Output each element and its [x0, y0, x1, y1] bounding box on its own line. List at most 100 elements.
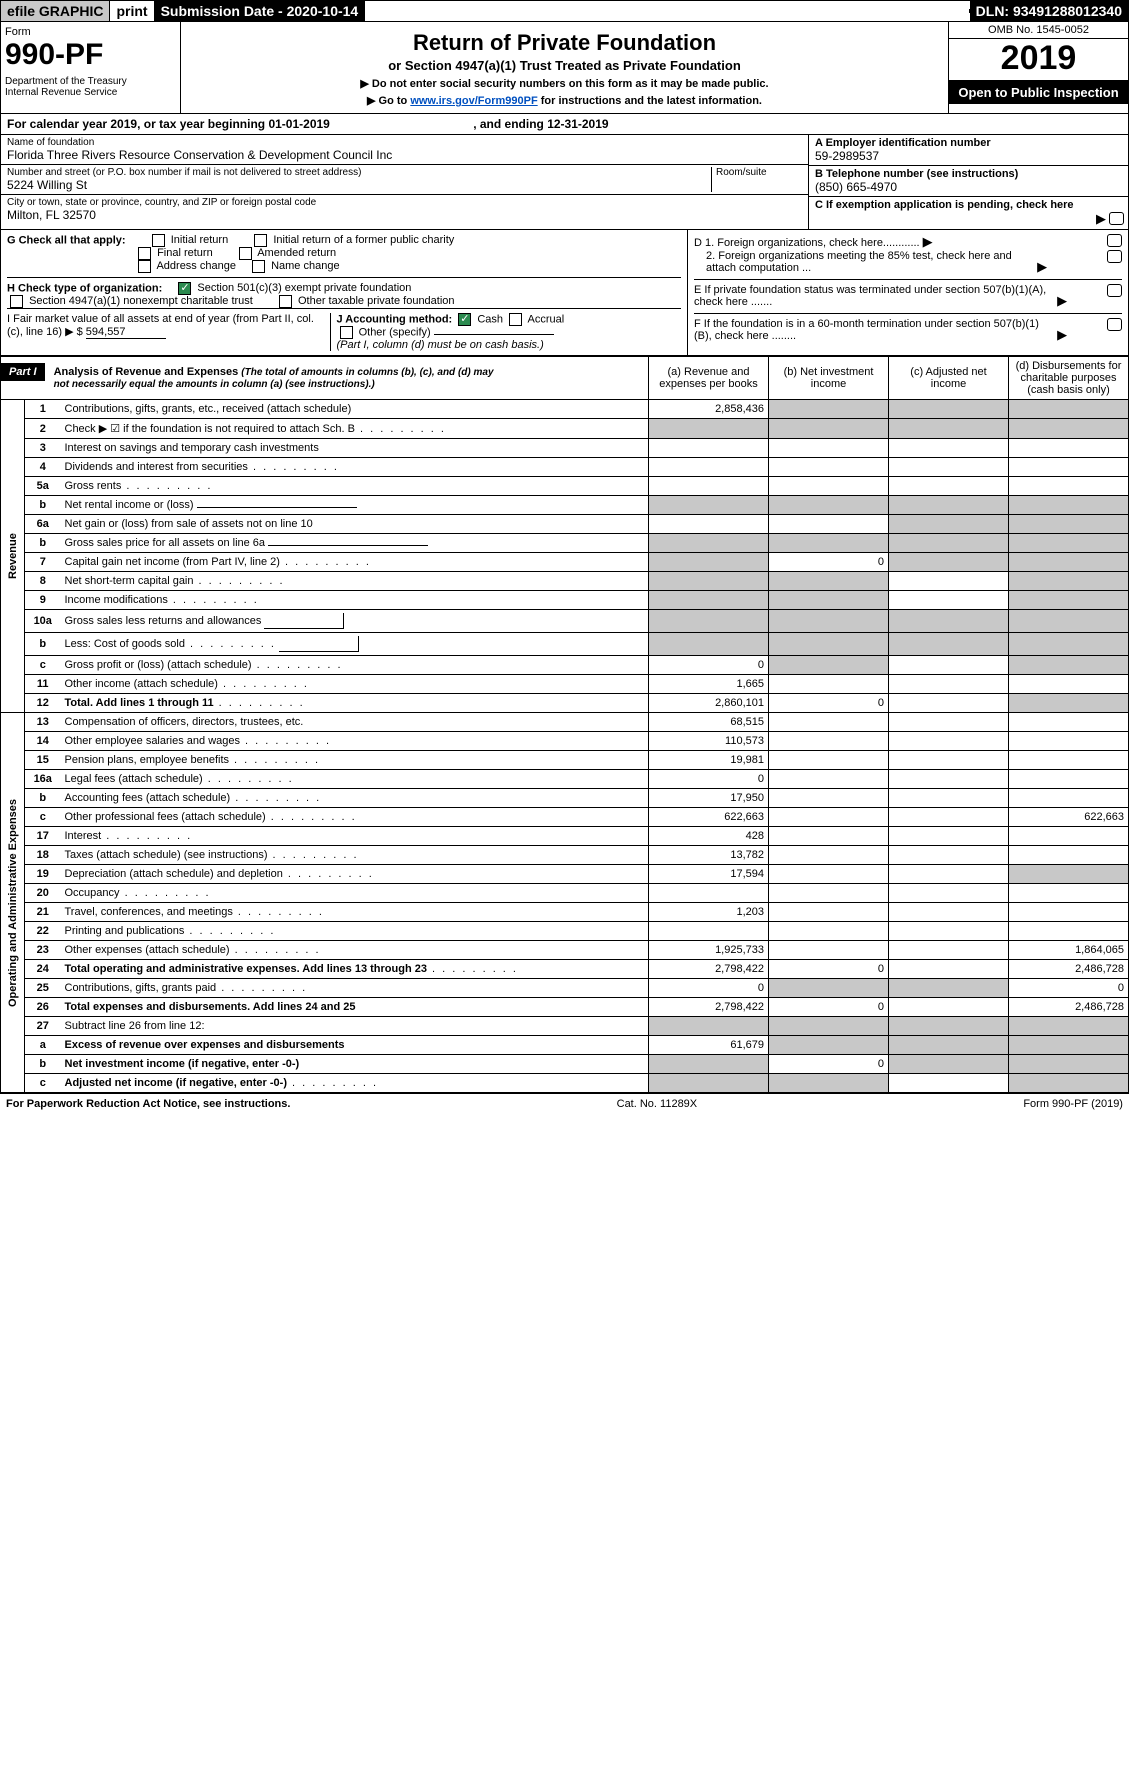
- col-d-cell: [1009, 1017, 1129, 1036]
- ein-cell: A Employer identification number 59-2989…: [809, 135, 1128, 166]
- h-4947-checkbox[interactable]: [10, 295, 23, 308]
- row-number: 14: [25, 732, 61, 751]
- revenue-section-label: Revenue: [1, 400, 25, 713]
- col-c-cell: [889, 572, 1009, 591]
- efile-label: efile GRAPHIC: [1, 1, 110, 21]
- open-to-public: Open to Public Inspection: [949, 81, 1128, 104]
- ein-label: A Employer identification number: [815, 137, 1122, 149]
- col-b-cell: [769, 1036, 889, 1055]
- row-number: 3: [25, 439, 61, 458]
- f-checkbox[interactable]: [1107, 318, 1122, 331]
- col-a-cell: 13,782: [649, 846, 769, 865]
- row-number: 9: [25, 591, 61, 610]
- col-c-cell: [889, 789, 1009, 808]
- col-b-cell: [769, 922, 889, 941]
- g-amended-checkbox[interactable]: [239, 247, 252, 260]
- table-row: 4Dividends and interest from securities: [1, 458, 1129, 477]
- g-address-checkbox[interactable]: [138, 260, 151, 273]
- g-initial-checkbox[interactable]: [152, 234, 165, 247]
- d2-checkbox[interactable]: [1107, 250, 1122, 263]
- row-number: 4: [25, 458, 61, 477]
- col-c-cell: [889, 979, 1009, 998]
- table-row: 8Net short-term capital gain: [1, 572, 1129, 591]
- header-center: Return of Private Foundation or Section …: [181, 22, 948, 113]
- row-number: c: [25, 1074, 61, 1093]
- col-b-cell: 0: [769, 998, 889, 1017]
- col-c-cell: [889, 827, 1009, 846]
- j-accrual-checkbox[interactable]: [509, 313, 522, 326]
- e-checkbox[interactable]: [1107, 284, 1122, 297]
- col-a-cell: [649, 534, 769, 553]
- g-opt-4: Address change: [156, 260, 236, 272]
- j-cash-checkbox[interactable]: [458, 313, 471, 326]
- row-description: Gross sales less returns and allowances: [61, 610, 649, 633]
- col-d-cell: [1009, 751, 1129, 770]
- col-c-cell: [889, 884, 1009, 903]
- row-description: Interest on savings and temporary cash i…: [61, 439, 649, 458]
- row-number: c: [25, 808, 61, 827]
- col-d-cell: [1009, 458, 1129, 477]
- row-number: a: [25, 1036, 61, 1055]
- row-description: Accounting fees (attach schedule): [61, 789, 649, 808]
- col-b-cell: 0: [769, 694, 889, 713]
- row-description: Capital gain net income (from Part IV, l…: [61, 553, 649, 572]
- col-c-cell: [889, 458, 1009, 477]
- col-a-cell: [649, 1074, 769, 1093]
- col-d-cell: [1009, 675, 1129, 694]
- col-a-cell: [649, 458, 769, 477]
- col-a-cell: 110,573: [649, 732, 769, 751]
- d1-checkbox[interactable]: [1107, 234, 1122, 247]
- table-row: 22Printing and publications: [1, 922, 1129, 941]
- col-d-cell: [1009, 846, 1129, 865]
- col-a-cell: [649, 591, 769, 610]
- col-c-cell: [889, 846, 1009, 865]
- ein-value: 59-2989537: [815, 149, 1122, 163]
- col-a-cell: 428: [649, 827, 769, 846]
- c-checkbox[interactable]: [1109, 212, 1124, 225]
- col-b-cell: [769, 1017, 889, 1036]
- table-row: cAdjusted net income (if negative, enter…: [1, 1074, 1129, 1093]
- col-c-cell: [889, 941, 1009, 960]
- table-row: 2Check ▶ ☑ if the foundation is not requ…: [1, 419, 1129, 439]
- j-other-checkbox[interactable]: [340, 326, 353, 339]
- row-description: Depreciation (attach schedule) and deple…: [61, 865, 649, 884]
- col-b-cell: [769, 458, 889, 477]
- col-a-cell: [649, 884, 769, 903]
- table-row: 7Capital gain net income (from Part IV, …: [1, 553, 1129, 572]
- row-number: b: [25, 534, 61, 553]
- col-a-cell: [649, 1055, 769, 1074]
- footer-mid: Cat. No. 11289X: [617, 1098, 698, 1110]
- col-d-cell: [1009, 827, 1129, 846]
- g-name-checkbox[interactable]: [252, 260, 265, 273]
- g-opt-3: Amended return: [257, 247, 336, 259]
- col-a-cell: 0: [649, 770, 769, 789]
- col-a-cell: [649, 553, 769, 572]
- row-description: Other expenses (attach schedule): [61, 941, 649, 960]
- row-description: Contributions, gifts, grants paid: [61, 979, 649, 998]
- row-number: 1: [25, 400, 61, 419]
- footer-left: For Paperwork Reduction Act Notice, see …: [6, 1098, 290, 1110]
- col-c-cell: [889, 865, 1009, 884]
- i-value: 594,557: [86, 326, 166, 339]
- h-501c3-checkbox[interactable]: [178, 282, 191, 295]
- print-button[interactable]: print: [110, 1, 154, 21]
- g-initial-public-checkbox[interactable]: [254, 234, 267, 247]
- cal-pre: For calendar year 2019, or tax year begi…: [7, 117, 268, 131]
- row-number: 5a: [25, 477, 61, 496]
- g-final-checkbox[interactable]: [138, 247, 151, 260]
- row-description: Total operating and administrative expen…: [61, 960, 649, 979]
- table-row: Revenue1Contributions, gifts, grants, et…: [1, 400, 1129, 419]
- table-row: 14Other employee salaries and wages110,5…: [1, 732, 1129, 751]
- h-other-checkbox[interactable]: [279, 295, 292, 308]
- info-left: Name of foundation Florida Three Rivers …: [1, 135, 808, 229]
- col-b-cell: [769, 808, 889, 827]
- irs-link[interactable]: www.irs.gov/Form990PF: [410, 95, 537, 107]
- col-c-cell: [889, 808, 1009, 827]
- g-opt-1: Initial return of a former public charit…: [273, 234, 454, 246]
- row-description: Contributions, gifts, grants, etc., rece…: [61, 400, 649, 419]
- row-number: c: [25, 656, 61, 675]
- table-row: aExcess of revenue over expenses and dis…: [1, 1036, 1129, 1055]
- col-c-cell: [889, 1017, 1009, 1036]
- col-b-cell: [769, 979, 889, 998]
- col-b-cell: [769, 732, 889, 751]
